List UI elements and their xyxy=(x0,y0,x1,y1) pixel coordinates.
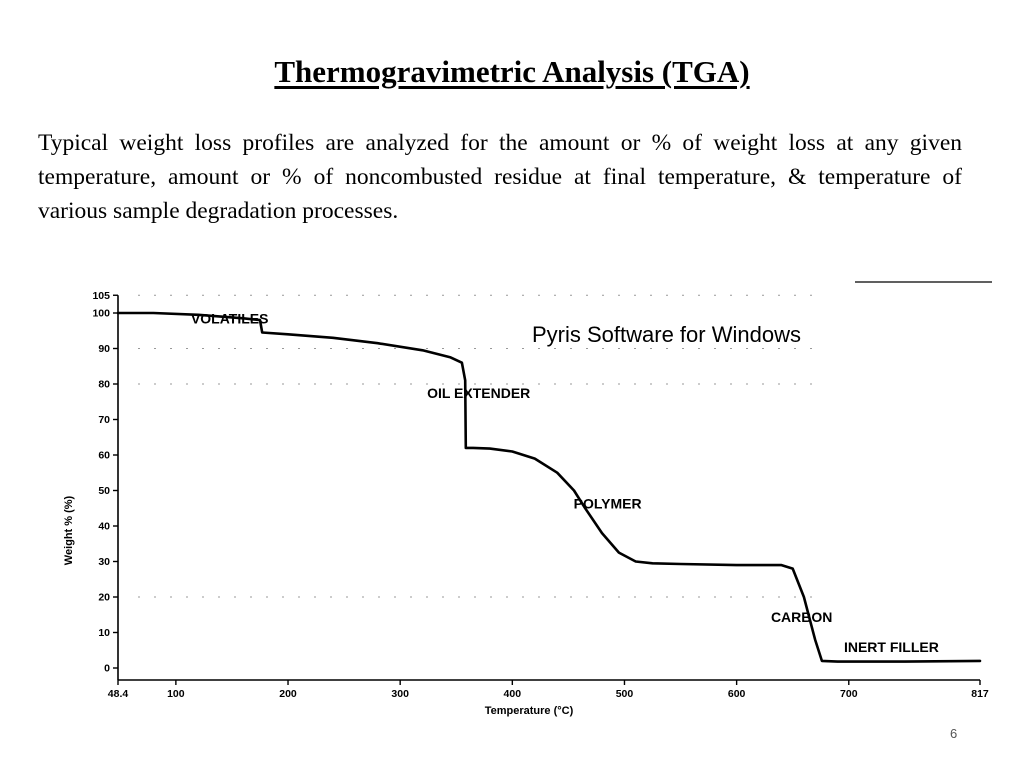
y-tick-label: 40 xyxy=(98,521,110,533)
annotation-label: INERT FILLER xyxy=(844,639,939,655)
page-number: 6 xyxy=(950,726,958,741)
x-tick-label: 700 xyxy=(840,688,858,700)
tga-weight-line xyxy=(116,311,982,663)
y-tick-label: 0 xyxy=(104,663,110,675)
y-tick-label: 10 xyxy=(98,627,110,639)
annotation-label: POLYMER xyxy=(574,495,642,511)
x-tick-label: 500 xyxy=(616,688,634,700)
annotation-label: OIL EXTENDER xyxy=(427,385,530,401)
x-tick-label: 200 xyxy=(279,688,297,700)
slide-title-text: Thermogravimetric Analysis (TGA) xyxy=(274,54,750,89)
y-tick-label: 60 xyxy=(98,450,110,462)
y-tick-label: 100 xyxy=(92,308,110,320)
x-tick-label: 48.4 xyxy=(108,688,129,700)
y-tick-label: 50 xyxy=(98,485,110,497)
y-tick-label: 30 xyxy=(98,556,110,568)
tga-chart: 0 10 20 30 40 50 60 70 80 90 100 105 48.4 100 200 300 40… xyxy=(0,270,1024,740)
x-tick-label: 600 xyxy=(728,688,746,700)
x-tick-label: 817 xyxy=(971,688,989,700)
y-tick-label: 20 xyxy=(98,592,110,604)
x-tick-label: 300 xyxy=(391,688,409,700)
slide-title: Thermogravimetric Analysis (TGA) xyxy=(0,54,1024,90)
y-tick-label: 105 xyxy=(92,290,110,302)
x-tick-label: 400 xyxy=(504,688,522,700)
tga-chart-svg: 0 10 20 30 40 50 60 70 80 90 100 105 48.4 100 200 300 40… xyxy=(63,281,992,717)
x-tick-label: 100 xyxy=(167,688,185,700)
x-axis-title: Temperature (°C) xyxy=(485,705,574,717)
intro-paragraph: Typical weight loss profiles are analyze… xyxy=(38,130,962,224)
y-tick-label: 70 xyxy=(98,414,110,426)
annotation-label: VOLATILES xyxy=(191,311,269,327)
y-tick-label: 90 xyxy=(98,343,110,355)
watermark-text: Pyris Software for Windows xyxy=(532,322,801,347)
annotation-label: CARBON xyxy=(771,609,832,625)
y-axis-title: Weight % (%) xyxy=(63,495,75,565)
y-tick-label: 80 xyxy=(98,379,110,391)
